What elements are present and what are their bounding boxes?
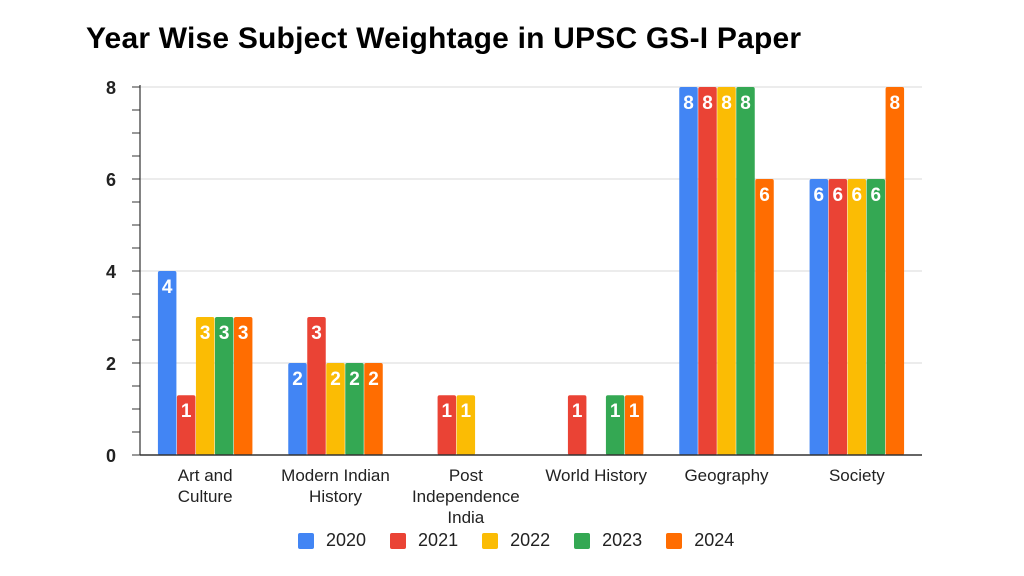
bar-2022: [847, 179, 867, 455]
legend-swatch: [574, 532, 591, 549]
data-label: 3: [219, 323, 230, 344]
data-label: 8: [721, 93, 732, 114]
data-label: 2: [292, 369, 303, 390]
x-tick-label: World History: [545, 466, 647, 485]
x-tick-label: Independence: [412, 487, 520, 506]
bar-2020: [288, 363, 307, 455]
y-tick-label: 6: [106, 170, 116, 190]
data-label: 2: [368, 369, 379, 390]
bars-layer: [157, 87, 905, 455]
bar-2024: [624, 395, 644, 455]
data-label: 1: [442, 401, 453, 422]
x-tick-label: Post: [449, 466, 483, 485]
bar-2021: [698, 87, 717, 455]
data-label: 4: [162, 277, 173, 298]
x-tick-label: Culture: [178, 487, 233, 506]
legend-label: 2023: [602, 530, 643, 550]
data-label: 8: [702, 93, 713, 114]
bar-2020: [679, 87, 698, 455]
chart-title: Year Wise Subject Weightage in UPSC GS-I…: [86, 22, 802, 55]
y-tick-label: 8: [106, 78, 116, 98]
x-tick-label: India: [447, 508, 484, 527]
bar-2021: [307, 317, 326, 455]
axis-layer: 0 2 4 6 8 Art and Culture Modern Indian History P…: [106, 78, 922, 527]
bar-2020: [809, 179, 829, 455]
legend-label: 2024: [694, 530, 735, 550]
bar-2024: [755, 179, 774, 455]
bar-2023: [736, 87, 755, 455]
legend-swatch: [666, 532, 683, 549]
bar-2023: [214, 317, 234, 455]
data-label: 6: [833, 185, 844, 206]
grid-layer: [140, 86, 922, 364]
data-label: 8: [890, 93, 901, 114]
bar-2022: [717, 87, 736, 455]
bar-2024: [233, 317, 253, 455]
bar-2021: [176, 395, 196, 455]
x-tick-label: Society: [829, 466, 885, 485]
data-label: 1: [461, 401, 472, 422]
data-label: 1: [629, 401, 640, 422]
data-label: 6: [852, 185, 863, 206]
legend: 2020 2021 2022 2023 2024: [298, 530, 758, 551]
legend-swatch: [298, 532, 314, 549]
bar-2024: [364, 363, 383, 455]
data-label: 3: [200, 323, 211, 344]
legend-item: 2020: [298, 530, 366, 551]
bar-2020: [157, 271, 177, 455]
y-tick-label: 0: [106, 446, 116, 466]
data-label: 6: [814, 185, 825, 206]
bar-2021: [567, 395, 587, 455]
bar-2023: [345, 363, 364, 455]
bar-2022: [326, 363, 345, 455]
y-tick-label: 4: [106, 262, 116, 282]
x-tick-label: Geography: [684, 466, 769, 485]
legend-label: 2022: [510, 530, 551, 550]
legend-swatch: [482, 532, 499, 549]
bar-2021: [828, 179, 848, 455]
x-tick-label: Modern Indian: [281, 466, 390, 485]
bar-2023: [605, 395, 625, 455]
y-tick-label: 2: [106, 354, 116, 374]
bar-2022: [195, 317, 215, 455]
data-label: 2: [349, 369, 360, 390]
data-label: 8: [683, 93, 694, 114]
legend-item: 2023: [574, 530, 642, 551]
legend-swatch: [390, 532, 407, 549]
data-label: 6: [871, 185, 882, 206]
legend-item: 2021: [390, 530, 458, 551]
x-tick-label: Art and: [178, 466, 233, 485]
bar-2023: [866, 179, 886, 455]
data-label: 1: [572, 401, 583, 422]
data-label: 1: [610, 401, 621, 422]
data-label: 8: [740, 93, 751, 114]
data-label: 1: [181, 401, 192, 422]
data-label: 3: [311, 323, 322, 344]
bar-2022: [456, 395, 476, 455]
legend-label: 2020: [326, 530, 367, 550]
legend-label: 2021: [418, 530, 459, 550]
bar-2024: [885, 87, 905, 455]
legend-item: 2022: [482, 530, 550, 551]
data-label: 2: [330, 369, 341, 390]
legend-item: 2024: [666, 530, 734, 551]
data-label: 6: [759, 185, 770, 206]
bar-2021: [437, 395, 457, 455]
data-label: 3: [238, 323, 249, 344]
x-tick-label: History: [309, 487, 362, 506]
